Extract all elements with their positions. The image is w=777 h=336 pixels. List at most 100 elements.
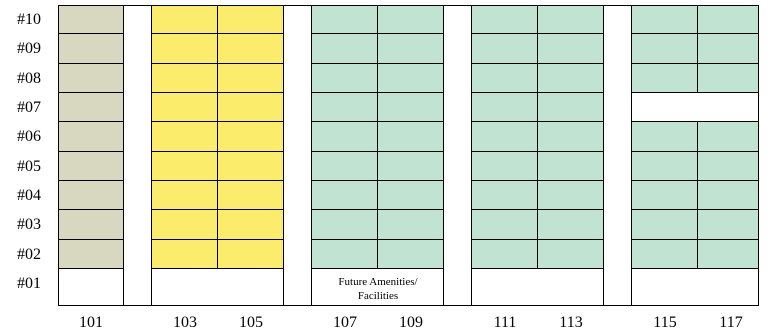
unit-cell-101-floor-05 — [58, 152, 124, 181]
unit-cell-109-floor-10 — [378, 5, 444, 34]
unit-cell-113-floor-06 — [538, 122, 604, 152]
unit-cell-101-floor-02 — [58, 240, 124, 269]
unit-cell-105-floor-03 — [218, 210, 284, 240]
frame-top-line — [58, 5, 759, 6]
unit-cell-113-floor-08 — [538, 64, 604, 93]
unit-label-111: 111 — [493, 314, 517, 331]
unit-cell-117-floor-08 — [698, 64, 759, 93]
unit-cell-117-floor-09 — [698, 34, 759, 64]
unit-label-113: 113 — [559, 314, 583, 331]
unit-cell-115-floor-03 — [632, 210, 698, 240]
unit-cell-105-floor-09 — [218, 34, 284, 64]
unit-cell-111-floor-10 — [472, 5, 538, 34]
unit-cell-103-floor-01 — [152, 269, 284, 306]
floor-label-05: #05 — [17, 158, 41, 175]
unit-cell-103-floor-02 — [152, 240, 218, 269]
unit-cell-113-floor-02 — [538, 240, 604, 269]
unit-cell-111-floor-04 — [472, 181, 538, 210]
unit-cell-105-floor-06 — [218, 122, 284, 152]
unit-label-105: 105 — [239, 314, 263, 331]
unit-cell-101-floor-09 — [58, 34, 124, 64]
frame-left-line — [58, 5, 59, 306]
unit-cell-109-floor-05 — [378, 152, 444, 181]
unit-cell-115-floor-10 — [632, 5, 698, 34]
unit-cell-113-floor-05 — [538, 152, 604, 181]
unit-label-103: 103 — [173, 314, 197, 331]
unit-cell-117-floor-06 — [698, 122, 759, 152]
floor-label-04: #04 — [17, 187, 41, 204]
note-line-1: Future Amenities/ — [338, 276, 418, 288]
unit-cell-115-floor-06 — [632, 122, 698, 152]
unit-cell-109-floor-04 — [378, 181, 444, 210]
shaft-column — [284, 5, 312, 306]
unit-cell-103-floor-07 — [152, 93, 218, 122]
unit-cell-109-floor-06 — [378, 122, 444, 152]
unit-cell-115-floor-08 — [632, 64, 698, 93]
unit-cell-107-floor-02 — [312, 240, 378, 269]
unit-label-109: 109 — [399, 314, 423, 331]
unit-cell-107-floor-09 — [312, 34, 378, 64]
unit-cell-111-floor-03 — [472, 210, 538, 240]
unit-cell-111-floor-08 — [472, 64, 538, 93]
unit-cell-103-floor-10 — [152, 5, 218, 34]
unit-cell-101-floor-03 — [58, 210, 124, 240]
unit-label-115: 115 — [653, 314, 677, 331]
unit-cell-107-floor-08 — [312, 64, 378, 93]
unit-cell-113-floor-03 — [538, 210, 604, 240]
unit-cell-117-floor-02 — [698, 240, 759, 269]
floor-label-02: #02 — [17, 246, 41, 263]
unit-cell-113-floor-07 — [538, 93, 604, 122]
unit-cell-111-floor-07 — [472, 93, 538, 122]
unit-cell-101-floor-10 — [58, 5, 124, 34]
unit-cell-115-floor-05 — [632, 152, 698, 181]
unit-cell-105-floor-10 — [218, 5, 284, 34]
unit-cell-107-floor-04 — [312, 181, 378, 210]
floor-label-03: #03 — [17, 216, 41, 233]
floor-label-07: #07 — [17, 99, 41, 116]
unit-cell-103-floor-04 — [152, 181, 218, 210]
unit-label-101: 101 — [79, 314, 103, 331]
unit-cell-107-floor-01 — [312, 269, 444, 306]
shaft-column — [444, 5, 472, 306]
unit-label-107: 107 — [333, 314, 357, 331]
unit-label-117: 117 — [719, 314, 743, 331]
unit-cell-117-floor-04 — [698, 181, 759, 210]
unit-cell-103-floor-05 — [152, 152, 218, 181]
floor-label-10: #10 — [17, 11, 41, 28]
unit-cell-117-floor-03 — [698, 210, 759, 240]
shaft-column — [124, 5, 152, 306]
unit-cell-101-floor-07 — [58, 93, 124, 122]
unit-cell-103-floor-06 — [152, 122, 218, 152]
unit-cell-101-floor-01 — [58, 269, 124, 306]
unit-cell-111-floor-01 — [472, 269, 604, 306]
shaft-column — [604, 5, 632, 306]
unit-cell-113-floor-09 — [538, 34, 604, 64]
unit-cell-101-floor-04 — [58, 181, 124, 210]
floor-label-06: #06 — [17, 128, 41, 145]
unit-cell-115-floor-04 — [632, 181, 698, 210]
unit-cell-105-floor-05 — [218, 152, 284, 181]
unit-cell-101-floor-06 — [58, 122, 124, 152]
unit-cell-111-floor-06 — [472, 122, 538, 152]
unit-cell-107-floor-06 — [312, 122, 378, 152]
unit-cell-109-floor-03 — [378, 210, 444, 240]
unit-cell-113-floor-10 — [538, 5, 604, 34]
unit-cell-107-floor-05 — [312, 152, 378, 181]
unit-cell-111-floor-05 — [472, 152, 538, 181]
unit-cell-103-floor-03 — [152, 210, 218, 240]
unit-cell-103-floor-09 — [152, 34, 218, 64]
unit-cell-107-floor-10 — [312, 5, 378, 34]
unit-cell-117-floor-10 — [698, 5, 759, 34]
unit-cell-107-floor-03 — [312, 210, 378, 240]
note-line-2: Facilities — [357, 290, 399, 302]
unit-cell-111-floor-09 — [472, 34, 538, 64]
unit-cell-109-floor-02 — [378, 240, 444, 269]
unit-cell-101-floor-08 — [58, 64, 124, 93]
unit-cell-115-floor-07 — [632, 93, 759, 122]
unit-cell-109-floor-09 — [378, 34, 444, 64]
unit-cell-109-floor-08 — [378, 64, 444, 93]
unit-cell-111-floor-02 — [472, 240, 538, 269]
floor-label-08: #08 — [17, 70, 41, 87]
unit-cell-109-floor-07 — [378, 93, 444, 122]
